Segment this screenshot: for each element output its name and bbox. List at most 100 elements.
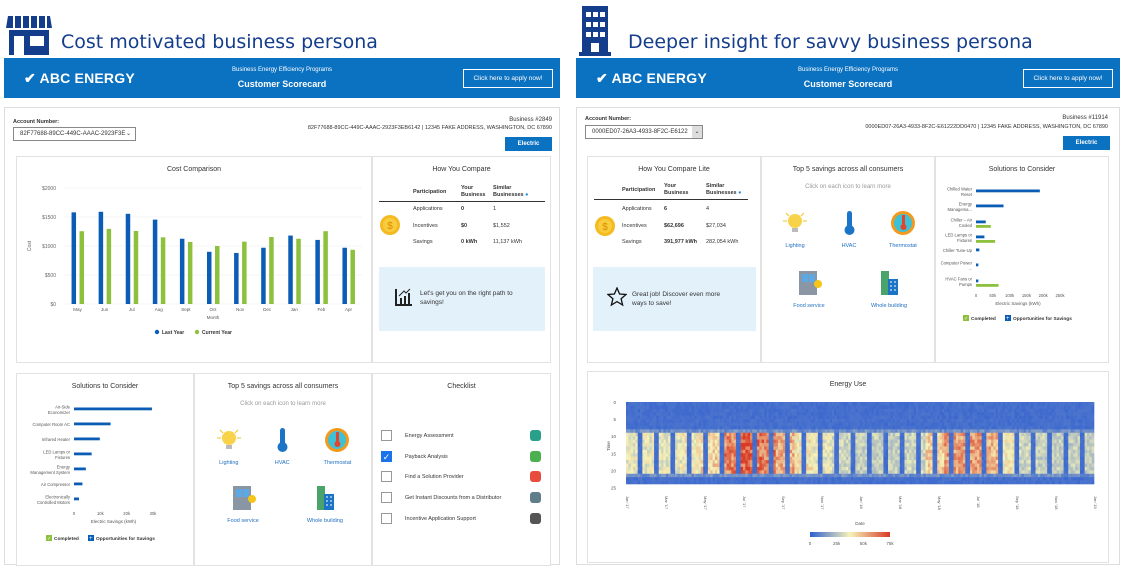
heatmap-cell: [1072, 412, 1076, 416]
heatmap-cell: [1002, 422, 1006, 427]
heatmap-cell: [969, 453, 973, 457]
account-select[interactable]: 0000ED07-26A3-4933-8F2C-E6122 ⌄: [585, 125, 703, 139]
heatmap-cell: [827, 463, 830, 468]
info-icon[interactable]: ●: [738, 190, 742, 196]
heatmap-cell: [731, 439, 734, 444]
heatmap-cell: [906, 415, 910, 420]
heatmap-cell: [1040, 449, 1043, 454]
heatmap-cell: [855, 419, 858, 423]
checklist-item-label[interactable]: Find a Solution Provider: [405, 474, 464, 481]
heatmap-cell: [857, 463, 861, 468]
heatmap-cell: [817, 466, 821, 471]
heatmap-cell: [845, 460, 849, 464]
heatmap-cell: [700, 402, 704, 406]
heatmap-cell: [710, 402, 713, 406]
heatmap-cell: [799, 473, 802, 478]
top5-item-thermostat[interactable]: Thermostat: [878, 209, 928, 249]
heatmap-cell: [855, 453, 858, 457]
heatmap-cell: [883, 436, 887, 440]
heatmap-cell: [1089, 402, 1092, 406]
checklist-checkbox[interactable]: [381, 471, 392, 483]
heatmap-cell: [829, 429, 833, 434]
top5-item-lighting[interactable]: Lighting: [770, 209, 820, 249]
heatmap-cell: [778, 460, 781, 464]
checklist-checkbox[interactable]: ✓: [381, 450, 392, 462]
checklist-checkbox[interactable]: [381, 430, 392, 441]
heatmap-cell: [911, 460, 915, 464]
heatmap-cell: [630, 419, 634, 423]
top5-item-hvac[interactable]: HVAC: [824, 209, 874, 249]
heatmap-cell: [965, 443, 968, 447]
electric-button[interactable]: Electric: [505, 137, 552, 151]
account-select[interactable]: 82F77688-89CC-449C-AAAC-2923F3E ⌄: [13, 127, 136, 141]
heatmap-cell: [1016, 402, 1020, 406]
heatmap-cell: [902, 408, 905, 413]
heatmap-cell: [824, 449, 828, 454]
heatmap-cell: [710, 405, 713, 410]
heatmap-cell: [670, 443, 674, 447]
checklist-item-label[interactable]: Get Instant Discounts from a Distributor: [405, 495, 502, 502]
heatmap-cell: [1019, 412, 1022, 416]
heatmap-cell: [993, 415, 997, 420]
heatmap-cell: [1079, 463, 1083, 468]
heatmap-cell: [1049, 443, 1053, 447]
heatmap-cell: [747, 443, 751, 447]
checklist-item-label[interactable]: Incentive Application Support: [405, 515, 476, 522]
heatmap-cell: [1061, 463, 1064, 468]
heatmap-cell: [1086, 422, 1090, 427]
heatmap-cell: [820, 443, 823, 447]
heatmap-cell: [1028, 436, 1032, 440]
heatmap-cell: [658, 453, 662, 457]
top5-item-whole-building[interactable]: Whole building: [864, 269, 914, 309]
heatmap-cell: [1016, 473, 1020, 478]
heatmap-cell: [841, 456, 844, 461]
heatmap-cell: [689, 415, 692, 420]
top5-item-food-service[interactable]: Food service: [218, 484, 268, 524]
heatmap-cell: [920, 460, 924, 464]
heatmap-cell: [904, 453, 908, 457]
heatmap-cell: [911, 473, 915, 478]
heatmap-cell: [864, 460, 868, 464]
top5-item-hvac[interactable]: HVAC: [257, 426, 307, 466]
heatmap-cell: [876, 466, 880, 471]
checklist-checkbox[interactable]: [381, 492, 392, 504]
checklist-item-label[interactable]: Energy Assessment: [405, 433, 454, 439]
heatmap-cell: [721, 432, 725, 437]
heatmap-cell: [661, 422, 664, 427]
heatmap-cell: [642, 466, 646, 471]
heatmap-cell: [761, 436, 765, 440]
apply-now-button[interactable]: Click here to apply now!: [463, 69, 553, 88]
heatmap-cell: [735, 477, 739, 481]
checklist-checkbox[interactable]: [381, 512, 392, 524]
apply-now-button[interactable]: Click here to apply now!: [1023, 69, 1113, 88]
heatmap-cell: [934, 439, 938, 444]
heatmap-cell: [714, 408, 718, 413]
heatmap-cell: [920, 415, 924, 420]
info-icon[interactable]: ●: [525, 192, 529, 198]
heatmap-cell: [771, 446, 774, 451]
heatmap-cell: [974, 460, 978, 464]
top5-item-thermostat[interactable]: Thermostat: [312, 426, 362, 466]
heatmap-cell: [679, 432, 683, 437]
heatmap-cell: [661, 453, 664, 457]
checklist-item-label[interactable]: Payback Analysis: [405, 453, 448, 460]
electric-button[interactable]: Electric: [1063, 136, 1110, 150]
heatmap-cell: [691, 402, 695, 406]
heatmap-cell: [1033, 473, 1036, 478]
heatmap-cell: [684, 470, 688, 475]
top5-item-lighting[interactable]: Lighting: [204, 426, 254, 466]
heatmap-cell: [663, 463, 667, 468]
heatmap-cell: [895, 405, 898, 410]
heatmap-cell: [633, 422, 636, 427]
heatmap-cell: [721, 412, 725, 416]
heatmap-cell: [626, 480, 629, 485]
heatmap-cell: [635, 480, 638, 485]
top5-item-food-service[interactable]: Food service: [784, 269, 834, 309]
food-service-icon: [798, 271, 822, 295]
heatmap-cell: [838, 415, 842, 420]
heatmap-cell: [948, 439, 952, 444]
heatmap-cell: [881, 425, 884, 430]
top5-item-whole-building[interactable]: Whole building: [300, 484, 350, 524]
heatmap-cell: [644, 429, 648, 434]
heatmap-cell: [909, 446, 912, 451]
